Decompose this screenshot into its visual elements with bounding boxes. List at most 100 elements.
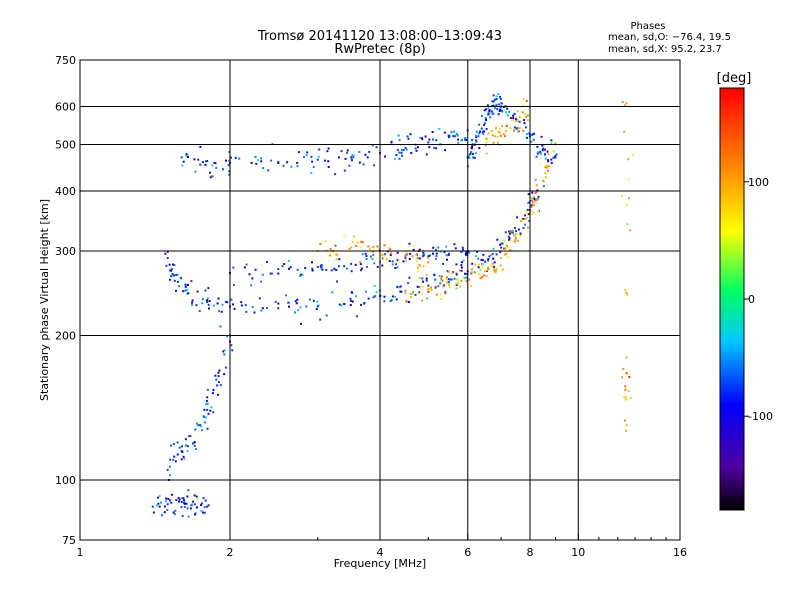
data-point-O	[447, 252, 450, 255]
data-point-O	[492, 247, 495, 250]
data-point-X	[485, 274, 488, 277]
data-point-X	[624, 388, 627, 391]
data-point-O	[439, 250, 442, 253]
data-point-X	[334, 253, 337, 255]
data-point-O	[183, 506, 186, 508]
data-point-O	[206, 388, 209, 391]
data-point-O	[460, 264, 463, 267]
data-point-O	[517, 228, 520, 231]
data-point-O	[535, 155, 538, 158]
data-point-O	[343, 303, 346, 306]
data-point-O	[435, 252, 438, 255]
data-point-O	[483, 122, 486, 125]
data-point-O	[206, 505, 209, 508]
data-point-O	[523, 119, 526, 122]
data-point-O	[428, 138, 431, 141]
data-point-X	[429, 287, 432, 290]
data-point-X	[491, 134, 494, 137]
data-point-X	[627, 197, 630, 200]
data-point-O	[373, 284, 376, 287]
data-point-O	[365, 258, 368, 260]
data-point-X	[626, 223, 629, 226]
data-point-O	[201, 161, 204, 164]
data-point-O	[396, 266, 399, 269]
data-point-X	[509, 249, 512, 252]
data-point-X	[511, 229, 514, 232]
data-point-O	[427, 284, 430, 287]
data-point-O	[157, 496, 159, 499]
data-point-O	[186, 449, 189, 452]
data-point-O	[464, 137, 467, 140]
data-point-O	[472, 156, 475, 159]
data-point-X	[361, 241, 364, 244]
data-point-O	[196, 498, 199, 501]
data-point-X	[427, 288, 430, 290]
data-point-O	[468, 251, 471, 254]
data-point-O	[260, 160, 263, 163]
data-point-O	[192, 500, 195, 503]
data-point-X	[439, 293, 442, 296]
data-point-O	[482, 253, 485, 256]
data-point-X	[369, 247, 371, 250]
data-point-O	[217, 371, 220, 374]
data-point-X	[510, 127, 513, 130]
data-point-O	[228, 173, 231, 176]
data-point-O	[532, 138, 535, 141]
data-point-O	[487, 258, 490, 260]
data-point-O	[199, 425, 202, 428]
data-point-O	[483, 130, 486, 133]
data-point-O	[231, 349, 234, 352]
data-point-O	[495, 253, 498, 256]
data-point-O	[360, 267, 363, 270]
data-point-O	[232, 266, 235, 269]
data-point-O	[168, 465, 171, 468]
data-point-O	[493, 265, 496, 268]
data-point-O	[187, 284, 189, 286]
data-point-O	[223, 373, 226, 376]
data-point-X	[629, 397, 632, 399]
data-point-O	[405, 148, 408, 151]
data-point-O	[185, 444, 188, 447]
data-point-X	[422, 285, 424, 288]
data-point-O	[525, 136, 528, 139]
data-point-O	[470, 146, 473, 149]
data-point-X	[629, 229, 632, 232]
data-point-O	[158, 495, 161, 498]
data-point-X	[434, 285, 437, 288]
data-point-O	[483, 124, 486, 126]
data-point-X	[418, 277, 421, 279]
data-point-O	[191, 299, 194, 302]
data-point-O	[421, 277, 424, 280]
data-point-O	[442, 262, 444, 265]
data-point-O	[207, 412, 210, 415]
data-point-O	[396, 148, 399, 151]
data-point-O	[281, 265, 284, 268]
data-point-O	[418, 291, 421, 294]
data-point-O	[207, 297, 209, 300]
data-point-X	[524, 113, 527, 116]
data-point-X	[509, 230, 512, 233]
data-point-O	[496, 238, 499, 241]
data-point-O	[474, 152, 477, 155]
data-point-X	[447, 283, 450, 286]
data-point-X	[518, 127, 521, 130]
data-point-O	[492, 94, 495, 97]
data-point-O	[308, 298, 311, 301]
data-point-O	[471, 153, 474, 155]
data-point-O	[312, 166, 315, 168]
data-point-O	[277, 272, 280, 275]
data-point-X	[494, 135, 497, 138]
data-point-O	[254, 268, 257, 271]
data-point-O	[352, 154, 355, 157]
data-point-O	[192, 442, 194, 445]
data-point-X	[626, 293, 629, 296]
data-point-O	[299, 273, 302, 276]
data-point-O	[425, 153, 428, 156]
data-point-X	[448, 270, 450, 273]
data-point-O	[195, 495, 198, 498]
data-point-X	[623, 395, 625, 398]
phases-x-line: mean, sd,X: 95.2, 23.7	[608, 44, 722, 55]
data-point-O	[475, 134, 478, 137]
data-point-O	[261, 273, 264, 276]
data-point-O	[170, 268, 173, 271]
